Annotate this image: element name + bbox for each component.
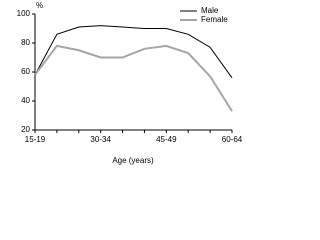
y-tick-label: 100 [17, 9, 31, 18]
x-tick-label: 30-34 [90, 135, 111, 144]
legend-label: Female [201, 15, 228, 24]
y-tick-label: 20 [21, 125, 30, 134]
y-tick-label: 60 [21, 67, 30, 76]
x-axis-label: Age (years) [112, 156, 154, 165]
legend-label: Male [201, 6, 219, 15]
x-tick-label: 60-64 [222, 135, 243, 144]
y-tick-label: 40 [21, 96, 30, 105]
x-tick-label: 45-49 [156, 135, 177, 144]
y-axis-label: % [36, 1, 43, 10]
y-tick-label: 80 [21, 38, 30, 47]
x-tick-label: 15-19 [25, 135, 46, 144]
series-line [34, 25, 233, 79]
chart: % Age (years) 20 40 60 80 100 15-19 30-34 45-49… [17, 1, 243, 165]
series-line [34, 44, 233, 112]
